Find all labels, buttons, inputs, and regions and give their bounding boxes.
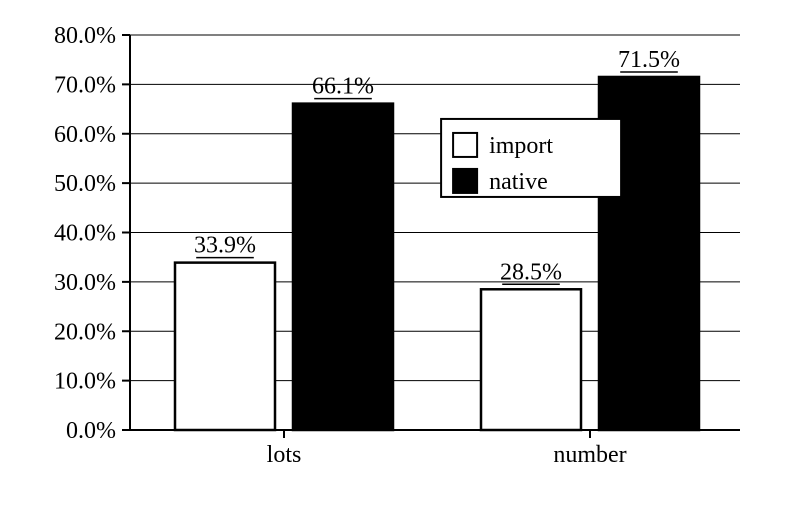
bar-lots-native <box>293 104 393 430</box>
y-tick-label: 60.0% <box>54 122 116 148</box>
bar-number-import <box>481 289 581 430</box>
y-tick-label: 70.0% <box>54 72 116 98</box>
data-label-lots-native: 66.1% <box>312 74 374 100</box>
data-label-number-import: 28.5% <box>500 259 562 285</box>
legend-swatch-native <box>453 169 477 193</box>
y-tick-label: 40.0% <box>54 221 116 247</box>
bar-chart: 0.0% 10.0% 20.0% 30.0% 40.0% 50.0% 60.0% 70.0% 8… <box>0 0 799 506</box>
legend-label-import: import <box>489 133 553 159</box>
data-label-number-native: 71.5% <box>618 47 680 73</box>
legend-swatch-import <box>453 133 477 157</box>
category-label-number: number <box>553 442 626 468</box>
category-label-lots: lots <box>267 442 302 468</box>
chart-container: 0.0% 10.0% 20.0% 30.0% 40.0% 50.0% 60.0% 70.0% 8… <box>0 0 799 506</box>
y-tick-label: 0.0% <box>66 418 116 444</box>
legend-label-native: native <box>489 169 548 195</box>
y-tick-label: 50.0% <box>54 171 116 197</box>
y-tick-label: 30.0% <box>54 270 116 296</box>
y-tick-label: 20.0% <box>54 319 116 345</box>
y-tick-label: 10.0% <box>54 369 116 395</box>
y-tick-label: 80.0% <box>54 23 116 49</box>
bar-lots-import <box>175 263 275 430</box>
data-label-lots-import: 33.9% <box>194 233 256 259</box>
